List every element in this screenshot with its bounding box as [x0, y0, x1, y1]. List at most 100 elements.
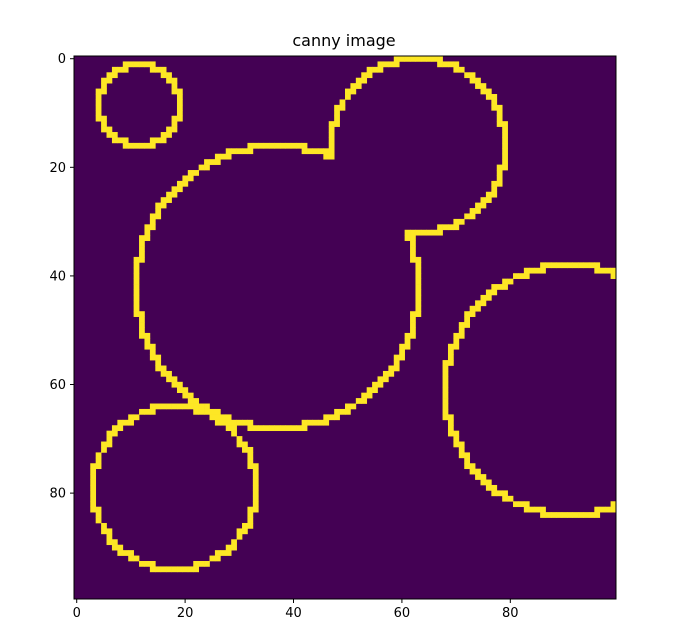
- edge-pixel: [231, 148, 237, 155]
- edge-pixel: [149, 213, 156, 220]
- edge-pixel: [133, 273, 140, 279]
- edge-pixel: [594, 262, 601, 269]
- edge-pixel: [323, 419, 330, 426]
- edge-pixel: [204, 159, 210, 165]
- edge-pixel: [95, 506, 102, 513]
- edge-pixel: [247, 452, 254, 459]
- edge-pixel: [106, 528, 113, 535]
- edge-pixel: [366, 387, 373, 394]
- edge-pixel: [328, 132, 335, 138]
- edge-pixel: [160, 403, 167, 410]
- edge-pixel: [171, 403, 178, 410]
- edge-pixel: [149, 560, 156, 567]
- edge-pixel: [290, 425, 297, 432]
- edge-pixel: [431, 56, 438, 62]
- edge-pixel: [171, 376, 178, 383]
- edge-pixel: [469, 72, 476, 79]
- edge-pixel: [442, 365, 449, 372]
- edge-pixel: [214, 555, 221, 562]
- edge-pixel: [523, 267, 530, 274]
- edge-pixel: [404, 343, 411, 350]
- edge-pixel: [209, 555, 216, 562]
- edge-pixel: [442, 414, 449, 421]
- edge-pixel: [442, 392, 449, 399]
- edge-pixel: [133, 289, 140, 296]
- edge-pixel: [214, 408, 221, 415]
- edge-pixel: [323, 414, 330, 421]
- edge-pixel: [95, 115, 102, 122]
- edge-pixel: [166, 566, 172, 573]
- edge-pixel: [101, 77, 107, 84]
- edge-pixel: [550, 512, 557, 518]
- edge-pixel: [236, 419, 243, 426]
- edge-pixel: [106, 77, 113, 84]
- edge-pixel: [111, 72, 118, 79]
- edge-pixel: [252, 468, 259, 475]
- edge-pixel: [469, 208, 476, 214]
- edge-pixel: [117, 425, 124, 432]
- edge-pixel: [225, 148, 232, 155]
- edge-pixel: [111, 137, 118, 144]
- edge-pixel: [166, 191, 172, 198]
- y-tick-label: 40: [49, 269, 66, 284]
- edge-pixel: [187, 566, 194, 573]
- edge-pixel: [447, 419, 454, 426]
- edge-pixel: [382, 61, 389, 68]
- edge-pixel: [242, 419, 248, 426]
- edge-pixel: [193, 398, 200, 404]
- edge-pixel: [122, 419, 129, 426]
- edge-pixel: [225, 425, 232, 432]
- edge-pixel: [491, 284, 498, 290]
- edge-pixel: [458, 452, 465, 459]
- x-tick-label: 40: [285, 606, 302, 621]
- edge-pixel: [382, 370, 389, 377]
- edge-pixel: [583, 262, 590, 269]
- edge-pixel: [187, 398, 194, 404]
- edge-pixel: [236, 148, 243, 155]
- edge-pixel: [204, 408, 210, 415]
- edge-pixel: [122, 66, 129, 73]
- edge-pixel: [355, 77, 362, 84]
- edge-pixel: [361, 398, 368, 404]
- edge-pixel: [279, 142, 286, 149]
- edge-pixel: [480, 202, 487, 209]
- edge-pixel: [529, 506, 536, 513]
- edge-pixel: [128, 142, 134, 149]
- edge-pixel: [447, 354, 454, 361]
- edge-pixel: [426, 56, 433, 62]
- edge-pixel: [128, 61, 134, 68]
- edge-pixel: [166, 126, 172, 133]
- edge-pixel: [263, 142, 270, 149]
- edge-pixel: [247, 512, 254, 518]
- edge-pixel: [594, 512, 601, 518]
- edge-pixel: [399, 56, 405, 62]
- edge-pixel: [464, 213, 471, 220]
- edge-pixel: [540, 267, 546, 274]
- edge-pixel: [480, 197, 487, 203]
- edge-pixel: [496, 115, 503, 122]
- edge-pixel: [144, 343, 151, 350]
- edge-pixel: [171, 381, 178, 388]
- edge-pixel: [605, 267, 611, 274]
- edge-pixel: [252, 484, 259, 491]
- edge-pixel: [160, 137, 167, 144]
- edge-pixel: [334, 414, 340, 421]
- edge-pixel: [453, 66, 460, 73]
- edge-pixel: [502, 153, 508, 160]
- edge-pixel: [117, 550, 124, 556]
- edge-pixel: [231, 430, 237, 437]
- edge-pixel: [101, 83, 107, 89]
- edge-pixel: [214, 414, 221, 421]
- edge-pixel: [247, 506, 254, 513]
- edge-pixel: [491, 484, 498, 491]
- edge-pixel: [214, 419, 221, 426]
- edge-pixel: [144, 338, 151, 345]
- edge-pixel: [561, 262, 568, 269]
- edge-pixel: [399, 349, 405, 355]
- edge-pixel: [475, 300, 481, 307]
- edge-pixel: [453, 338, 460, 345]
- edge-pixel: [485, 88, 492, 95]
- edge-pixel: [209, 414, 216, 421]
- edge-pixel: [166, 197, 172, 203]
- edge-pixel: [176, 381, 183, 388]
